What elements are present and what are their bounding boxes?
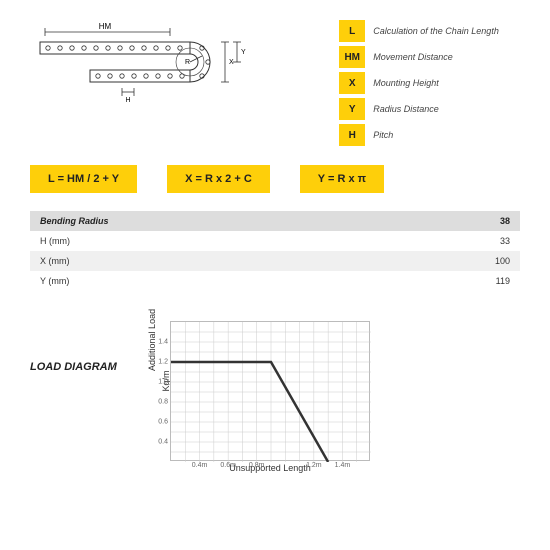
diagram-label-h: H (125, 97, 130, 104)
legend-text: Movement Distance (373, 52, 453, 62)
chart-y-tick: 1.2 (158, 359, 171, 366)
legend-badge: L (339, 20, 365, 42)
legend-text: Calculation of the Chain Length (373, 26, 499, 36)
chart-y-tick: 0.8 (158, 399, 171, 406)
table-row: X (mm)100 (30, 251, 520, 271)
table-row: H (mm)33 (30, 231, 520, 251)
chart-y-tick: 1.4 (158, 339, 171, 346)
formula-row: L = HM / 2 + Y X = R x 2 + C Y = R x π (30, 165, 520, 193)
legend-badge: Y (339, 98, 365, 120)
table-header-value: 38 (460, 211, 520, 231)
legend-badge: X (339, 72, 365, 94)
load-chart: 0.40.60.81.01.21.40.4m0.6m0.8m1.2m1.4m (170, 321, 370, 461)
load-diagram-section: LOAD DIAGRAM Additional Load Kg/m 0.40.6… (30, 321, 520, 473)
chart-x-tick: 0.4m (192, 460, 208, 469)
table-cell-label: H (mm) (30, 231, 460, 251)
table-header-label: Bending Radius (30, 211, 460, 231)
diagram-label-y: Y (241, 49, 246, 56)
table-cell-label: Y (mm) (30, 271, 460, 291)
formula-box: Y = R x π (300, 165, 384, 193)
chart-y-tick: 0.4 (158, 439, 171, 446)
diagram-label-r: R (185, 59, 190, 66)
chart-x-tick: 0.6m (220, 460, 236, 469)
load-diagram-title: LOAD DIAGRAM (30, 321, 150, 373)
table-cell-label: X (mm) (30, 251, 460, 271)
legend-row: X Mounting Height (339, 72, 520, 94)
legend-row: Y Radius Distance (339, 98, 520, 120)
table-cell-value: 119 (460, 271, 520, 291)
bending-radius-table: Bending Radius 38 H (mm)33X (mm)100Y (mm… (30, 211, 520, 291)
legend-text: Radius Distance (373, 104, 439, 114)
legend-text: Mounting Height (373, 78, 439, 88)
chart-y-tick: 0.6 (158, 419, 171, 426)
legend-row: H Pitch (339, 124, 520, 146)
diagram-label-x: X (229, 59, 234, 66)
table-row: Y (mm)119 (30, 271, 520, 291)
legend-text: Pitch (373, 130, 393, 140)
legend: L Calculation of the Chain Length HM Moveme… (339, 20, 520, 150)
formula-box: X = R x 2 + C (167, 165, 270, 193)
legend-row: L Calculation of the Chain Length (339, 20, 520, 42)
formula-box: L = HM / 2 + Y (30, 165, 137, 193)
top-section: HM R (30, 20, 520, 150)
diagram-label-hm: HM (99, 22, 112, 31)
table-cell-value: 33 (460, 231, 520, 251)
legend-row: HM Movement Distance (339, 46, 520, 68)
chart-x-tick: 1.4m (335, 460, 351, 469)
chart-x-tick: 0.8m (249, 460, 265, 469)
legend-badge: H (339, 124, 365, 146)
table-cell-value: 100 (460, 251, 520, 271)
chart-y-label: Additional Load (147, 309, 157, 371)
legend-badge: HM (339, 46, 365, 68)
schematic-diagram: HM R (30, 20, 319, 150)
chart-y-tick: 1.0 (158, 379, 171, 386)
load-chart-wrapper: Additional Load Kg/m 0.40.60.81.01.21.40… (170, 321, 370, 473)
chart-x-tick: 1.2m (306, 460, 322, 469)
